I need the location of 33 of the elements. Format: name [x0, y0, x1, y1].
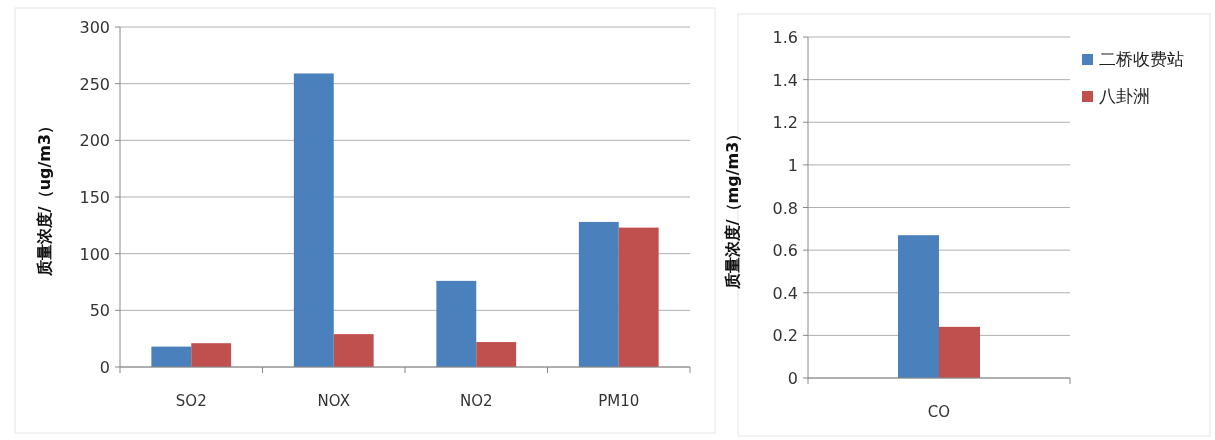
bar [191, 343, 232, 367]
y-tick-label: 50 [89, 301, 110, 321]
y-tick-label: 200 [79, 131, 110, 151]
bar [476, 342, 517, 367]
y-tick-label: 1.4 [772, 70, 798, 90]
x-tick-label: CO [927, 403, 951, 421]
y-tick-label: 0.8 [772, 198, 798, 218]
x-tick-label: NO2 [459, 392, 493, 410]
y-tick-label: 0 [787, 369, 798, 388]
bar [436, 280, 477, 367]
y-tick-label: 0.2 [772, 326, 798, 346]
y-tick-label: 1.2 [772, 113, 798, 133]
x-tick-label: SO2 [175, 392, 207, 410]
x-tick-label: NOX [317, 392, 350, 410]
y-tick-label: 100 [79, 244, 110, 264]
legend-label: 二桥收费站 [1099, 49, 1184, 69]
bar [578, 221, 619, 367]
bar [333, 334, 374, 367]
y-tick-label: 300 [79, 18, 110, 37]
legend-label: 八卦洲 [1099, 86, 1150, 106]
y-axis-title: 质量浓度/（ug/m3） [35, 117, 54, 278]
y-tick-label: 250 [79, 74, 110, 94]
y-tick-label: 1.6 [772, 28, 798, 47]
y-tick-label: 0.6 [772, 241, 798, 261]
y-axis-title: 质量浓度/（mg/m3） [723, 125, 742, 291]
bar [151, 346, 192, 367]
y-tick-label: 150 [79, 188, 110, 207]
bar [293, 73, 334, 367]
y-tick-label: 0.4 [772, 283, 798, 303]
y-tick-label: 1 [787, 155, 798, 175]
x-tick-label: PM10 [598, 392, 640, 410]
y-tick-label: 0 [99, 358, 110, 377]
bar [618, 227, 659, 367]
